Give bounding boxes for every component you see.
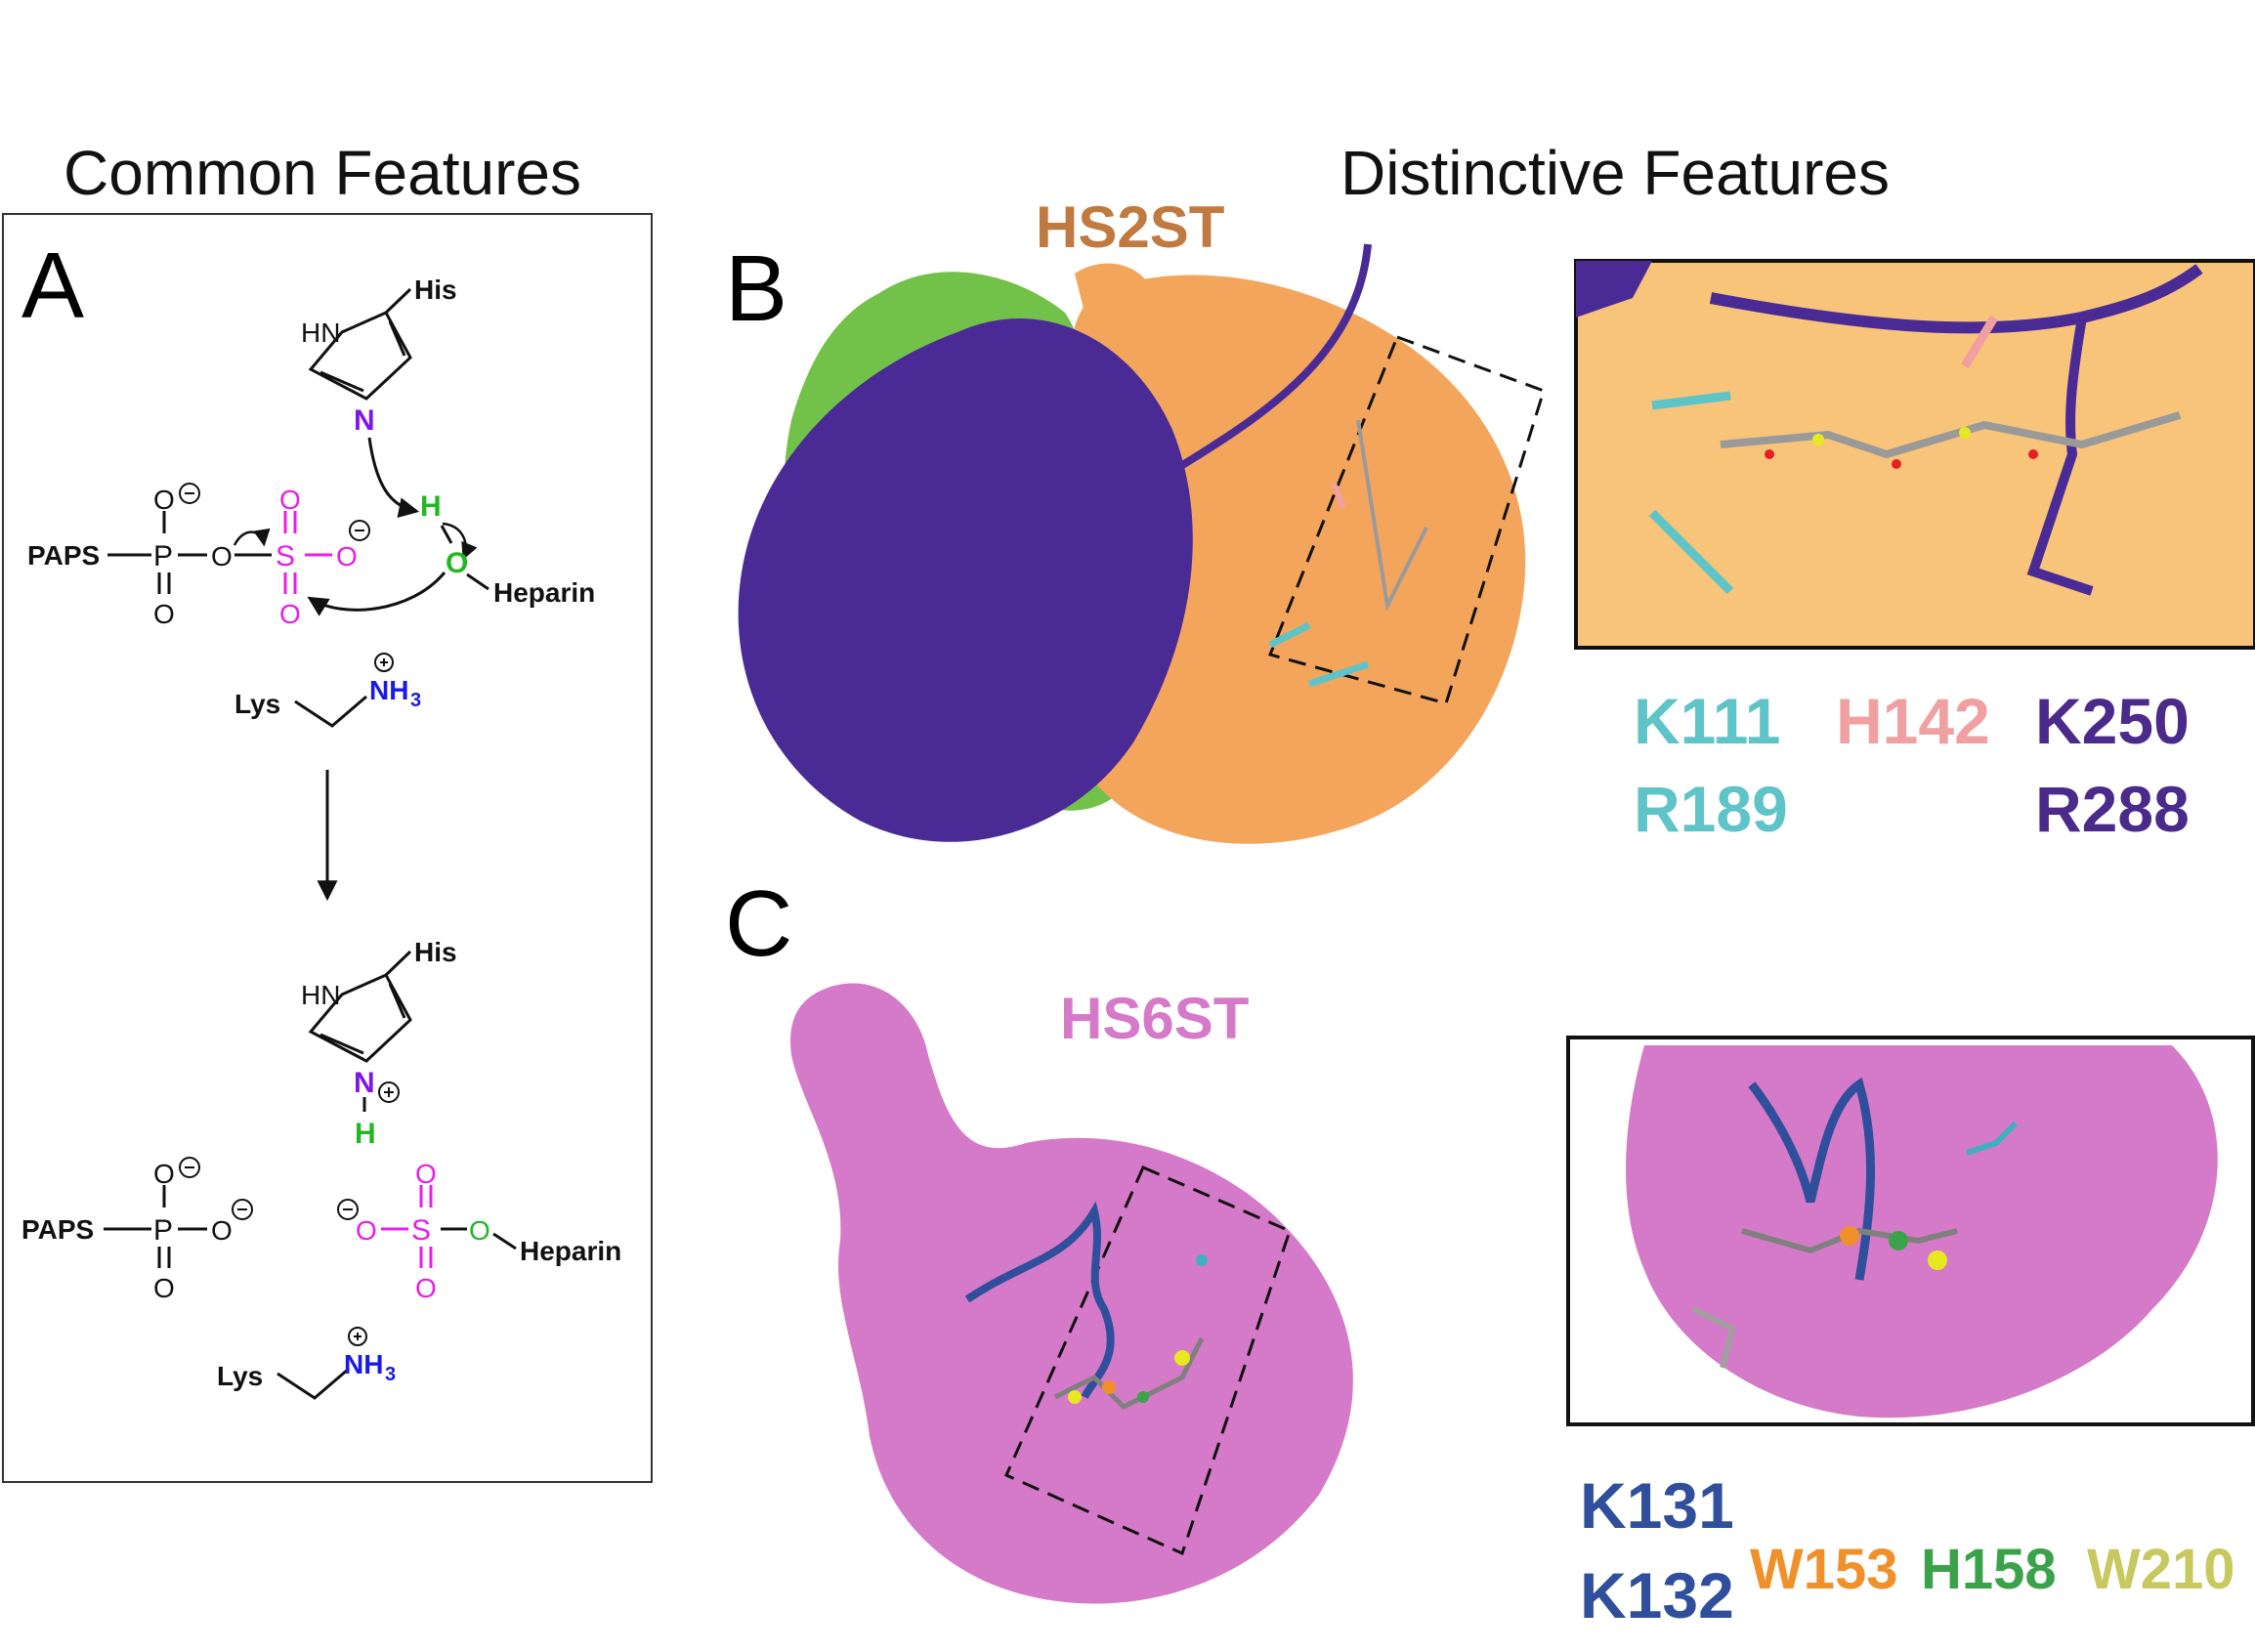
svg-text:NH: NH bbox=[344, 1349, 383, 1379]
common-features-heading: Common Features bbox=[64, 138, 581, 208]
panel-a-box bbox=[2, 213, 653, 1483]
svg-text:O: O bbox=[415, 1159, 437, 1189]
svg-text:O: O bbox=[415, 1273, 437, 1303]
o-heparin-label: O bbox=[446, 547, 468, 579]
panel-a-letter: A bbox=[21, 233, 85, 338]
hs2st-residue-k111: K111 bbox=[1634, 685, 1781, 757]
svg-text:S: S bbox=[411, 1214, 431, 1247]
his-top-label: His bbox=[414, 275, 457, 305]
svg-text:O: O bbox=[153, 1273, 175, 1303]
hs6st-structure bbox=[790, 983, 1353, 1604]
panel-b-letter: B bbox=[725, 236, 788, 341]
svg-text:O: O bbox=[336, 541, 358, 572]
lys-top-label: Lys bbox=[234, 689, 280, 719]
hs6st-zoom-inset bbox=[1566, 1036, 2255, 1426]
svg-text:O: O bbox=[469, 1215, 490, 1246]
svg-text:H: H bbox=[355, 1118, 376, 1150]
hs6st-residue-h158: H158 bbox=[1921, 1538, 2057, 1601]
svg-text:HN: HN bbox=[301, 980, 340, 1010]
paps-top-label: PAPS bbox=[27, 540, 100, 571]
hs6st-residue-k132: K132 bbox=[1580, 1559, 1734, 1631]
hs2st-structure bbox=[738, 243, 1546, 844]
hs6st-residue-w210: W210 bbox=[2087, 1538, 2235, 1601]
imidazole-bottom: His HN N H bbox=[301, 937, 457, 1150]
svg-text:P: P bbox=[153, 1214, 173, 1247]
svg-text:O: O bbox=[153, 599, 175, 629]
distinctive-features-heading: Distinctive Features bbox=[1340, 138, 1890, 208]
svg-text:N: N bbox=[354, 1067, 375, 1099]
reaction-mechanism: His HN N H O Heparin PAPS P O O O S O O … bbox=[21, 275, 621, 1400]
n-top-label: N bbox=[354, 404, 375, 437]
s-top-label: S bbox=[276, 540, 295, 572]
hs6st-residue-w153: W153 bbox=[1750, 1538, 1898, 1601]
panel-c-letter: C bbox=[725, 871, 793, 976]
hs2st-title: HS2ST bbox=[1036, 194, 1225, 260]
svg-text:His: His bbox=[414, 937, 457, 967]
imidazole-top: His HN N bbox=[301, 275, 457, 437]
svg-text:Heparin: Heparin bbox=[520, 1236, 621, 1266]
svg-text:PAPS: PAPS bbox=[21, 1214, 94, 1245]
svg-text:O: O bbox=[279, 599, 301, 629]
hs2st-residue-r288: R288 bbox=[2035, 773, 2190, 845]
svg-text:3: 3 bbox=[410, 690, 421, 711]
svg-text:O: O bbox=[211, 1215, 233, 1246]
svg-text:O: O bbox=[211, 541, 233, 572]
svg-text:3: 3 bbox=[385, 1364, 396, 1385]
svg-text:O: O bbox=[356, 1215, 377, 1246]
hs6st-residue-k131: K131 bbox=[1580, 1469, 1734, 1542]
hn-top-label: HN bbox=[301, 318, 340, 348]
hs2st-residue-h142: H142 bbox=[1836, 685, 1990, 757]
heparin-top-label: Heparin bbox=[493, 577, 595, 608]
svg-text:O: O bbox=[279, 485, 301, 515]
nh3-top-label: NH bbox=[369, 675, 408, 705]
hs2st-zoom-inset bbox=[1574, 259, 2255, 650]
svg-text:Lys: Lys bbox=[217, 1361, 263, 1391]
svg-text:O: O bbox=[153, 1159, 175, 1189]
h-transfer-label: H bbox=[420, 490, 442, 523]
hs2st-residue-r189: R189 bbox=[1634, 773, 1788, 845]
hs2st-residue-k250: K250 bbox=[2035, 685, 2190, 757]
svg-text:O: O bbox=[153, 485, 175, 515]
p-top-label: P bbox=[153, 540, 173, 572]
hs6st-title: HS6ST bbox=[1060, 986, 1250, 1051]
